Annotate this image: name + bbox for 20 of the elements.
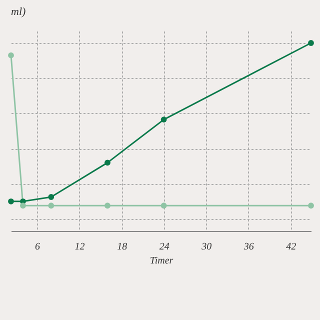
point [48, 194, 54, 200]
point [160, 202, 167, 209]
point [104, 202, 110, 209]
x-tick-label: 12 [74, 242, 85, 252]
point [20, 202, 26, 209]
x-tick-label: 24 [159, 242, 170, 252]
point [308, 202, 314, 209]
y-axis-title: ml) [11, 6, 26, 18]
point [104, 160, 110, 166]
point [308, 40, 314, 46]
x-tick-label: 6 [35, 242, 40, 252]
point [160, 116, 167, 123]
point [8, 198, 14, 204]
point [8, 52, 14, 58]
x-axis-title: Timer [150, 256, 174, 266]
point [48, 202, 54, 209]
x-tick-label: 18 [117, 242, 128, 252]
x-tick-label: 42 [286, 242, 296, 252]
x-tick-label: 36 [242, 242, 254, 252]
x-tick-label: 30 [200, 242, 212, 252]
